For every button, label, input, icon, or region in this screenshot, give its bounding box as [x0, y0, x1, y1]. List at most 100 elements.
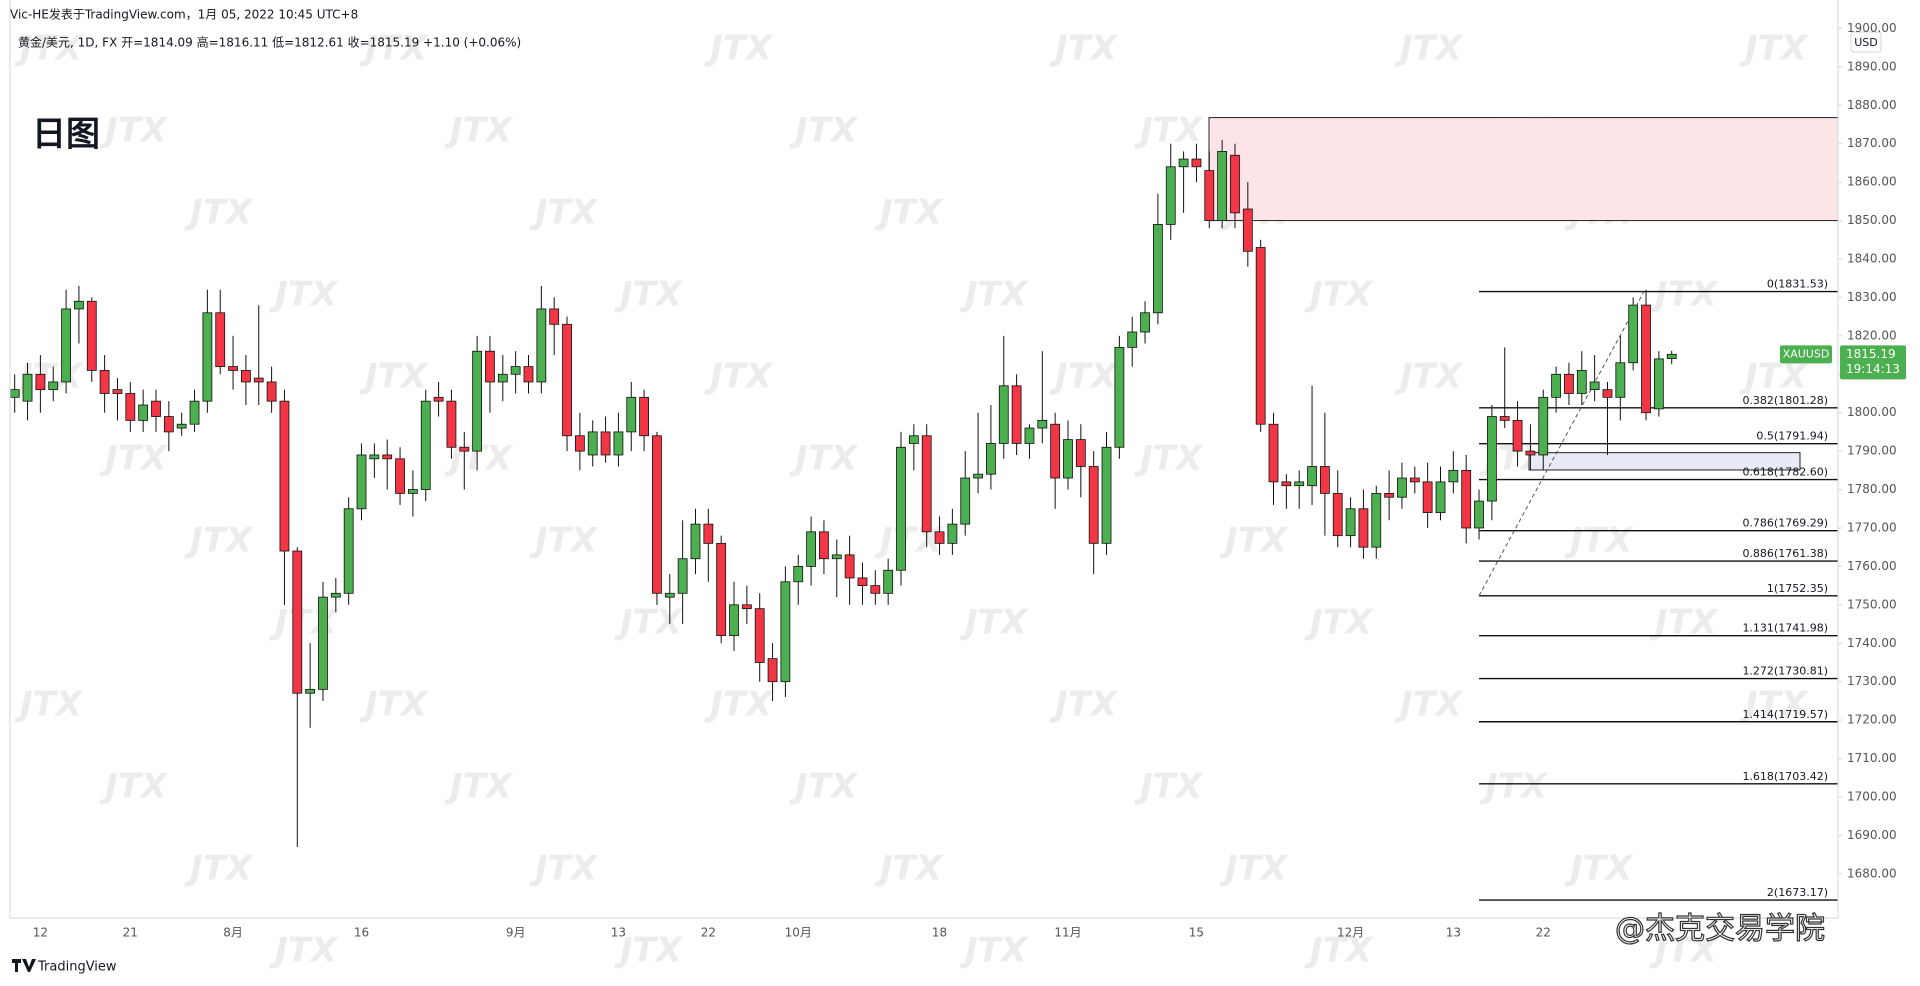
watermark: JTX — [874, 849, 944, 889]
candle-body — [1230, 154, 1240, 214]
candle-body — [9, 389, 20, 398]
candle-body — [729, 604, 739, 636]
candle-body — [125, 393, 136, 421]
fib-label: 1.272(1730.81) — [1742, 665, 1828, 678]
watermark: JTX — [1739, 29, 1809, 69]
candle-body — [1628, 304, 1639, 364]
candle-body — [600, 431, 611, 456]
footer: TradingView — [37, 960, 117, 975]
candle-body — [1641, 304, 1651, 414]
watermark: JTX — [1564, 521, 1634, 561]
y-tick-label: 1750.00 — [1847, 597, 1897, 611]
x-tick-label: 13 — [611, 926, 626, 940]
currency: USD — [1854, 36, 1878, 49]
candle-body — [1525, 450, 1536, 456]
watermark: JTX — [1394, 29, 1464, 69]
watermark: JTX — [184, 193, 254, 233]
watermark: JTX — [359, 685, 429, 725]
candle-body — [138, 404, 149, 421]
watermark: JTX — [614, 603, 684, 643]
candle-body — [574, 435, 585, 452]
y-tick-label: 1860.00 — [1847, 175, 1897, 189]
candle-body — [639, 396, 650, 437]
watermark: JTX — [789, 767, 859, 807]
watermark: JTX — [1394, 357, 1464, 397]
candle-body — [1140, 312, 1150, 333]
candle-body — [1551, 373, 1561, 398]
x-tick-label: 12月 — [1337, 926, 1364, 940]
candle-body — [163, 416, 174, 433]
candle-body — [1050, 423, 1061, 479]
candle-body — [382, 454, 393, 460]
candle-body — [318, 596, 328, 690]
watermark: JTX — [704, 685, 774, 725]
candle-body — [677, 558, 688, 594]
candle-body — [664, 592, 675, 598]
fib-label: 0.382(1801.28) — [1742, 394, 1828, 407]
watermarks: JTX JTX JTX JTX JTX JTX JTX JTX JTX JTX JTX JTX JTX J… — [14, 29, 1809, 971]
y-tick-label: 1760.00 — [1847, 559, 1897, 573]
candle-body — [241, 370, 251, 383]
watermark: JTX — [269, 931, 339, 971]
y-tick-label: 1870.00 — [1847, 136, 1897, 150]
candle-body — [407, 489, 418, 494]
watermark: JTX — [269, 603, 339, 643]
candle-body — [433, 396, 444, 402]
symbol-tag — [1780, 345, 1832, 364]
y-tick-label: 1790.00 — [1847, 444, 1897, 458]
candle-body — [754, 608, 765, 663]
watermark: JTX — [1479, 767, 1549, 807]
watermark: JTX — [359, 357, 429, 397]
candle-body — [883, 569, 894, 594]
candle-body — [587, 431, 598, 456]
fib-label: 0.618(1782.60) — [1742, 466, 1828, 479]
watermark: JTX — [1304, 275, 1374, 315]
candle-body — [960, 477, 971, 525]
watermark: JTX — [99, 767, 169, 807]
y-tick-label: 1740.00 — [1847, 636, 1897, 650]
candle-body — [1358, 508, 1369, 548]
candle-body — [1307, 466, 1317, 487]
watermark: JTX — [529, 193, 599, 233]
y-tick-label: 1770.00 — [1847, 520, 1897, 534]
candle-body — [716, 542, 727, 636]
candle-body — [1602, 389, 1613, 398]
watermark: JTX — [14, 29, 84, 69]
candle-body — [189, 400, 200, 425]
candle-body — [202, 312, 213, 402]
watermark: JTX — [1134, 767, 1204, 807]
zone — [1528, 452, 1801, 471]
x-tick-label: 18 — [932, 926, 947, 940]
watermark: JTX — [1304, 603, 1374, 643]
candle-body — [1435, 481, 1446, 514]
y-tick-label: 1830.00 — [1847, 290, 1897, 304]
y-tick-label: 1780.00 — [1847, 482, 1897, 496]
x-tick-label: 13 — [1446, 926, 1461, 940]
candle-body — [176, 423, 187, 429]
fib-label: 1.618(1703.42) — [1742, 770, 1828, 783]
fib-label: 1.131(1741.98) — [1742, 622, 1828, 635]
watermark: JTX — [184, 849, 254, 889]
x-tick-label: 8月 — [223, 926, 243, 940]
watermark: JTX — [1564, 849, 1634, 889]
watermark: JTX — [959, 275, 1029, 315]
y-tick-label: 1820.00 — [1847, 328, 1897, 342]
y-tick-label: 1720.00 — [1847, 713, 1897, 727]
watermark: JTX — [1049, 685, 1119, 725]
x-tick-label: 9月 — [506, 926, 526, 940]
candle-body — [1255, 247, 1266, 425]
candle-body — [536, 308, 547, 383]
watermark: JTX — [959, 603, 1029, 643]
watermark: JTX — [529, 849, 599, 889]
candle-body — [1615, 362, 1626, 398]
x-tick-label: 22 — [1536, 926, 1551, 940]
watermark: JTX — [1649, 603, 1719, 643]
candle-body — [741, 604, 752, 610]
candle-body — [870, 585, 881, 594]
candle-body — [497, 373, 508, 383]
candle-body — [48, 381, 59, 391]
candle-body — [1512, 419, 1523, 452]
candle-body — [253, 377, 264, 383]
candle-body — [485, 350, 495, 383]
